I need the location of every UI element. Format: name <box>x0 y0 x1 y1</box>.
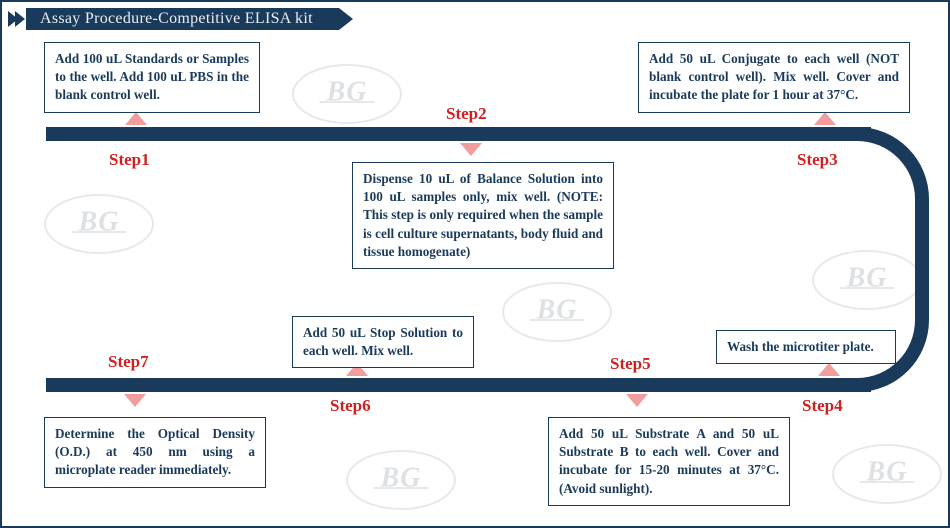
step-label-4: Step4 <box>802 396 843 416</box>
step-label-5: Step5 <box>610 354 651 374</box>
flow-bar-bottom <box>46 378 871 392</box>
header: Assay Procedure-Competitive ELISA kit <box>2 8 339 30</box>
step-pointer-1 <box>125 112 147 125</box>
chevron-icon <box>8 11 22 27</box>
step-box-6: Add 50 uL Stop Solution to each well. Mi… <box>292 316 474 368</box>
step-pointer-4 <box>818 363 840 376</box>
step-pointer-7 <box>124 394 146 407</box>
step-label-3: Step3 <box>797 150 838 170</box>
step-box-4: Wash the microtiter plate. <box>716 330 896 364</box>
step-box-7: Determine the Optical Density (O.D.) at … <box>44 417 266 488</box>
flow-bar-top <box>46 127 871 141</box>
step-box-3: Add 50 uL Conjugate to each well (NOT bl… <box>638 42 910 113</box>
step-label-7: Step7 <box>108 352 149 372</box>
watermark-bg: BG <box>44 194 154 254</box>
step-box-2: Dispense 10 uL of Balance Solution into … <box>352 162 614 269</box>
page-title: Assay Procedure-Competitive ELISA kit <box>26 8 339 30</box>
step-pointer-3 <box>814 112 836 125</box>
step-box-5: Add 50 uL Substrate A and 50 uL Substrat… <box>548 417 790 506</box>
step-label-2: Step2 <box>446 104 487 124</box>
watermark-bg: BG <box>502 282 612 342</box>
step-pointer-5 <box>626 394 648 407</box>
watermark-bg: BG <box>832 444 942 504</box>
step-pointer-2 <box>460 143 482 156</box>
step-label-1: Step1 <box>109 150 150 170</box>
watermark-bg: BG <box>346 450 456 510</box>
watermark-bg: BG <box>292 64 402 124</box>
step-box-1: Add 100 uL Standards or Samples to the w… <box>44 42 260 113</box>
step-label-6: Step6 <box>330 396 371 416</box>
